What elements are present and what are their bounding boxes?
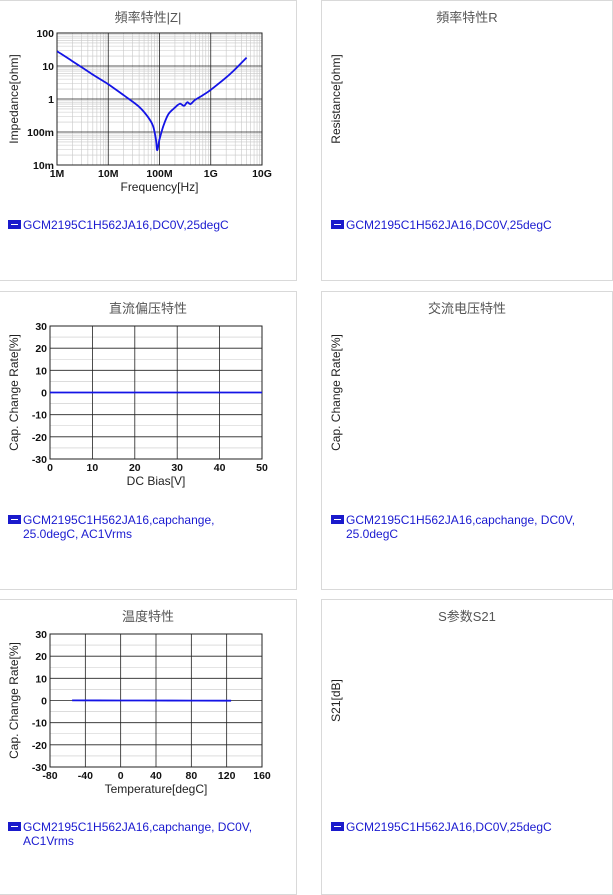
x-tick-label: 1G [204,168,218,180]
x-tick-label: 50 [256,462,268,474]
x-tick-label: 80 [185,770,197,782]
y-tick-label: -10 [32,718,47,730]
series-swatch-icon [8,515,21,524]
legend-item[interactable]: GCM2195C1H562JA16,DC0V,25degC [8,218,229,232]
legend-label: GCM2195C1H562JA16,capchange, 25.0degC, A… [23,513,214,541]
y-tick-label: 100 [36,28,54,40]
y-tick-label: 10m [33,160,54,172]
y-tick-label: 10 [35,673,47,685]
legend-label: GCM2195C1H562JA16,DC0V,25degC [346,820,552,834]
legend-item[interactable]: GCM2195C1H562JA16,capchange, DC0V, AC1Vr… [8,820,252,848]
x-tick-label: 30 [171,462,183,474]
y-tick-label: -30 [32,454,47,466]
x-tick-label: 160 [253,770,271,782]
legend-label: GCM2195C1H562JA16,capchange, DC0V, 25.0d… [346,513,575,541]
y-axis-label: Cap. Change Rate[%] [329,334,343,451]
series-swatch-icon [331,220,344,229]
x-tick-label: 20 [129,462,141,474]
x-tick-label: 120 [218,770,236,782]
legend-item[interactable]: GCM2195C1H562JA16,DC0V,25degC [331,218,552,232]
x-tick-label: 0 [118,770,124,782]
series-swatch-icon [8,220,21,229]
y-tick-label: 0 [41,696,47,708]
x-tick-label: 100M [146,168,173,180]
y-tick-label: 0 [41,388,47,400]
legend-label: GCM2195C1H562JA16,DC0V,25degC [346,218,552,232]
y-tick-label: 20 [35,343,47,355]
y-tick-label: 20 [35,651,47,663]
y-axis-label: Impedance[ohm] [7,54,21,143]
legend-item[interactable]: GCM2195C1H562JA16,DC0V,25degC [331,820,552,834]
x-tick-label: 10G [252,168,272,180]
x-tick-label: 0 [47,462,53,474]
series-swatch-icon [8,822,21,831]
series-swatch-icon [331,515,344,524]
x-tick-label: 40 [214,462,226,474]
legend-item[interactable]: GCM2195C1H562JA16,capchange, 25.0degC, A… [8,513,214,541]
chart-panel-resistance: 頻率特性R 1M10M100M1G10G1m10m100m1Frequency[… [321,0,613,281]
legend-label: GCM2195C1H562JA16,capchange, DC0V, AC1Vr… [23,820,252,848]
y-tick-label: -20 [32,432,47,444]
y-tick-label: 30 [35,321,47,333]
resistance-chart: 1M10M100M1G10G1m10m100m1Frequency[Hz]Res… [322,21,613,221]
x-tick-label: 10 [87,462,99,474]
x-tick-label: 40 [150,770,162,782]
y-tick-label: -30 [32,762,47,774]
legend-item[interactable]: GCM2195C1H562JA16,capchange, DC0V, 25.0d… [331,513,575,541]
x-axis-label: DC Bias[V] [127,474,186,488]
ac-voltage-chart: 00.40.81.21.62-30-20-100102030AC Voltage… [322,314,613,514]
x-tick-label: -40 [78,770,93,782]
y-axis-label: S21[dB] [329,679,343,722]
grid-lines [57,33,262,165]
y-tick-label: 1 [48,94,54,106]
y-axis-label: Resistance[ohm] [329,54,343,143]
y-tick-label: 10 [42,61,54,73]
legend-label: GCM2195C1H562JA16,DC0V,25degC [23,218,229,232]
y-tick-label: -20 [32,740,47,752]
chart-panel-ac-voltage: 交流电压特性 00.40.81.21.62-30-20-100102030AC … [321,291,613,590]
y-axis-label: Cap. Change Rate[%] [7,642,21,759]
x-axis-label: Frequency[Hz] [120,180,198,194]
series-swatch-icon [331,822,344,831]
y-tick-label: 10 [35,365,47,377]
s21-chart: 1M10M100M1G10G-0.4-0.3-0.2-0.10Frequency… [322,622,613,822]
chart-panel-s21: S参数S21 1M10M100M1G10G-0.4-0.3-0.2-0.10Fr… [321,599,613,895]
y-tick-label: -10 [32,410,47,422]
y-tick-label: 100m [27,127,54,139]
x-tick-label: 10M [98,168,119,180]
y-tick-label: 30 [35,629,47,641]
x-axis-label: Temperature[degC] [105,782,208,796]
y-axis-label: Cap. Change Rate[%] [7,334,21,451]
